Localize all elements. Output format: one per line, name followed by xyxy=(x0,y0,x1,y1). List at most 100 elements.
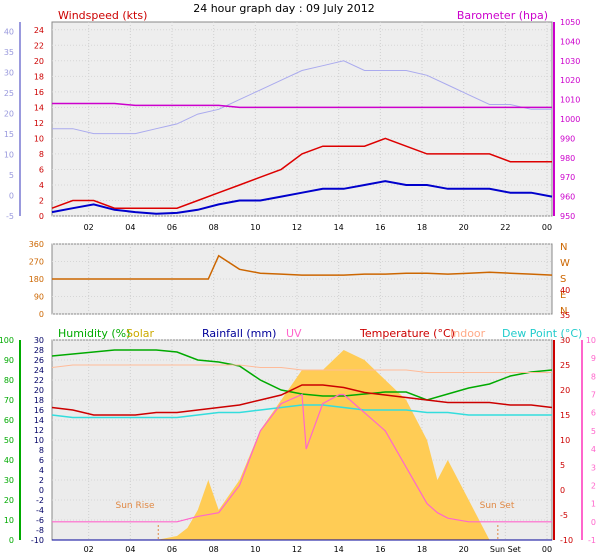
x-tick-label: 20 xyxy=(459,545,469,554)
temp-left-tick-label: 16 xyxy=(34,406,44,415)
humidity-tick-label: 80 xyxy=(4,376,14,385)
temp-left-tick-label: 12 xyxy=(34,426,44,435)
compass-tick-label: S xyxy=(560,274,566,285)
uv-tick-label: 7 xyxy=(591,391,596,400)
series-windspeed-line xyxy=(51,137,552,209)
baro-tick-label: 970 xyxy=(560,173,575,182)
series-layer xyxy=(51,60,553,541)
series-temperature-line xyxy=(51,384,553,416)
temp-right-tick-label: 30 xyxy=(560,336,570,345)
temp-left-tick-label: 4 xyxy=(39,466,44,475)
legend-indoor: Indoor xyxy=(450,327,486,340)
uv-tick-label: 4 xyxy=(591,445,596,454)
uv-tick-label: 8 xyxy=(591,372,596,381)
x-tick-label: 10 xyxy=(250,223,260,232)
x-tick-label: 00 xyxy=(542,545,552,554)
humidity-tick-label: 90 xyxy=(4,356,14,365)
baro-tick-label: 1030 xyxy=(560,57,580,66)
gust-tick-label: -5 xyxy=(6,212,14,221)
direction-tick-label: 360 xyxy=(29,240,44,249)
chart-title: 24 hour graph day : 09 July 2012 xyxy=(193,2,375,15)
uv-tick-label: -1 xyxy=(588,536,596,545)
legend-uv: UV xyxy=(286,327,302,340)
series-solar-area xyxy=(52,350,552,540)
humidity-tick-label: 50 xyxy=(4,436,14,445)
gust-tick-label: 10 xyxy=(4,151,14,160)
x-tick-label: 08 xyxy=(209,545,219,554)
wind-tick-label: 18 xyxy=(34,72,44,81)
x-tick-label: 02 xyxy=(84,545,94,554)
temp-right-tick-label: 25 xyxy=(560,361,570,370)
temp-left-tick-label: -4 xyxy=(36,506,44,515)
windspeed-label: Windspeed (kts) xyxy=(58,9,147,22)
humidity-tick-label: 100 xyxy=(0,336,14,345)
baro-tick-label: 1020 xyxy=(560,76,580,85)
temp-left-tick-label: 0 xyxy=(39,486,44,495)
series-gust-alt-line xyxy=(52,60,552,135)
temp-left-tick-label: -6 xyxy=(36,516,44,525)
direction-tick-label: 180 xyxy=(29,275,44,284)
x-tick-label: 08 xyxy=(209,223,219,232)
wind-tick-label: 4 xyxy=(39,181,44,190)
wind-baro-plot-area xyxy=(51,21,553,217)
uv-tick-label: 5 xyxy=(591,427,596,436)
wind-tick-label: 6 xyxy=(39,165,44,174)
baro-tick-label: 1040 xyxy=(560,37,580,46)
temp-left-tick-label: 2 xyxy=(39,476,44,485)
x-tick-label: 04 xyxy=(125,545,135,554)
temp-left-tick-label: 10 xyxy=(34,436,44,445)
compass-tick-label: W xyxy=(560,258,570,269)
direction-tick-label: 0 xyxy=(39,310,44,319)
uv-tick-label: 0 xyxy=(591,518,596,527)
gust-tick-label: 20 xyxy=(4,110,14,119)
series-uv-line xyxy=(52,393,552,523)
x-tick-label: 12 xyxy=(292,223,302,232)
x-tick-label: 06 xyxy=(167,545,177,554)
uv-tick-label: 9 xyxy=(591,354,596,363)
baro-tick-label: 990 xyxy=(560,134,575,143)
temp-left-tick-label: -10 xyxy=(31,536,44,545)
gust-tick-label: 15 xyxy=(4,130,14,139)
gust-tick-label: 0 xyxy=(9,192,14,201)
x-tick-label: 18 xyxy=(417,223,427,232)
legend-rainfall: Rainfall (mm) xyxy=(202,327,276,340)
temp-right-tick-label: 35 xyxy=(560,311,570,320)
legend-solar: Solar xyxy=(126,327,155,340)
temp-left-tick-label: 28 xyxy=(34,346,44,355)
x-tick-label: 14 xyxy=(334,223,344,232)
direction-tick-label: 90 xyxy=(34,293,44,302)
legend-temperature: Temperature (°C) xyxy=(359,327,455,340)
gust-tick-label: 25 xyxy=(4,89,14,98)
temp-left-tick-label: 20 xyxy=(34,386,44,395)
temp-left-tick-label: 18 xyxy=(34,396,44,405)
wind-tick-label: 16 xyxy=(34,88,44,97)
wind-tick-label: 14 xyxy=(34,103,44,112)
gust-tick-label: 35 xyxy=(4,48,14,57)
uv-tick-label: 2 xyxy=(591,481,596,490)
gust-tick-label: 40 xyxy=(4,28,14,37)
temp-right-tick-label: 10 xyxy=(560,436,570,445)
baro-tick-label: 1050 xyxy=(560,18,580,27)
compass-tick-label: E xyxy=(560,290,566,301)
compass-tick-label: N xyxy=(560,306,567,317)
wind-tick-label: 10 xyxy=(34,134,44,143)
humidity-tick-label: 60 xyxy=(4,416,14,425)
series-indoor-line xyxy=(51,364,552,373)
temp-right-tick-label: -5 xyxy=(560,511,568,520)
x-tick-label: 10 xyxy=(250,545,260,554)
temp-left-tick-label: 22 xyxy=(34,376,44,385)
baro-tick-label: 1010 xyxy=(560,96,580,105)
temp-left-tick-label: 26 xyxy=(34,356,44,365)
temp-right-tick-label: -10 xyxy=(560,536,573,545)
humidity-tick-label: 40 xyxy=(4,456,14,465)
wind-tick-label: 20 xyxy=(34,57,44,66)
uv-tick-label: 10 xyxy=(586,336,596,345)
x-tick-label: 16 xyxy=(375,223,385,232)
sunrise-annotation: Sun Rise xyxy=(116,501,155,511)
series-dewpoint-line xyxy=(51,404,552,419)
x-tick-label: 14 xyxy=(334,545,344,554)
x-tick-label: 16 xyxy=(375,545,385,554)
x-tick-label: 20 xyxy=(459,223,469,232)
wind-tick-label: 22 xyxy=(34,41,44,50)
